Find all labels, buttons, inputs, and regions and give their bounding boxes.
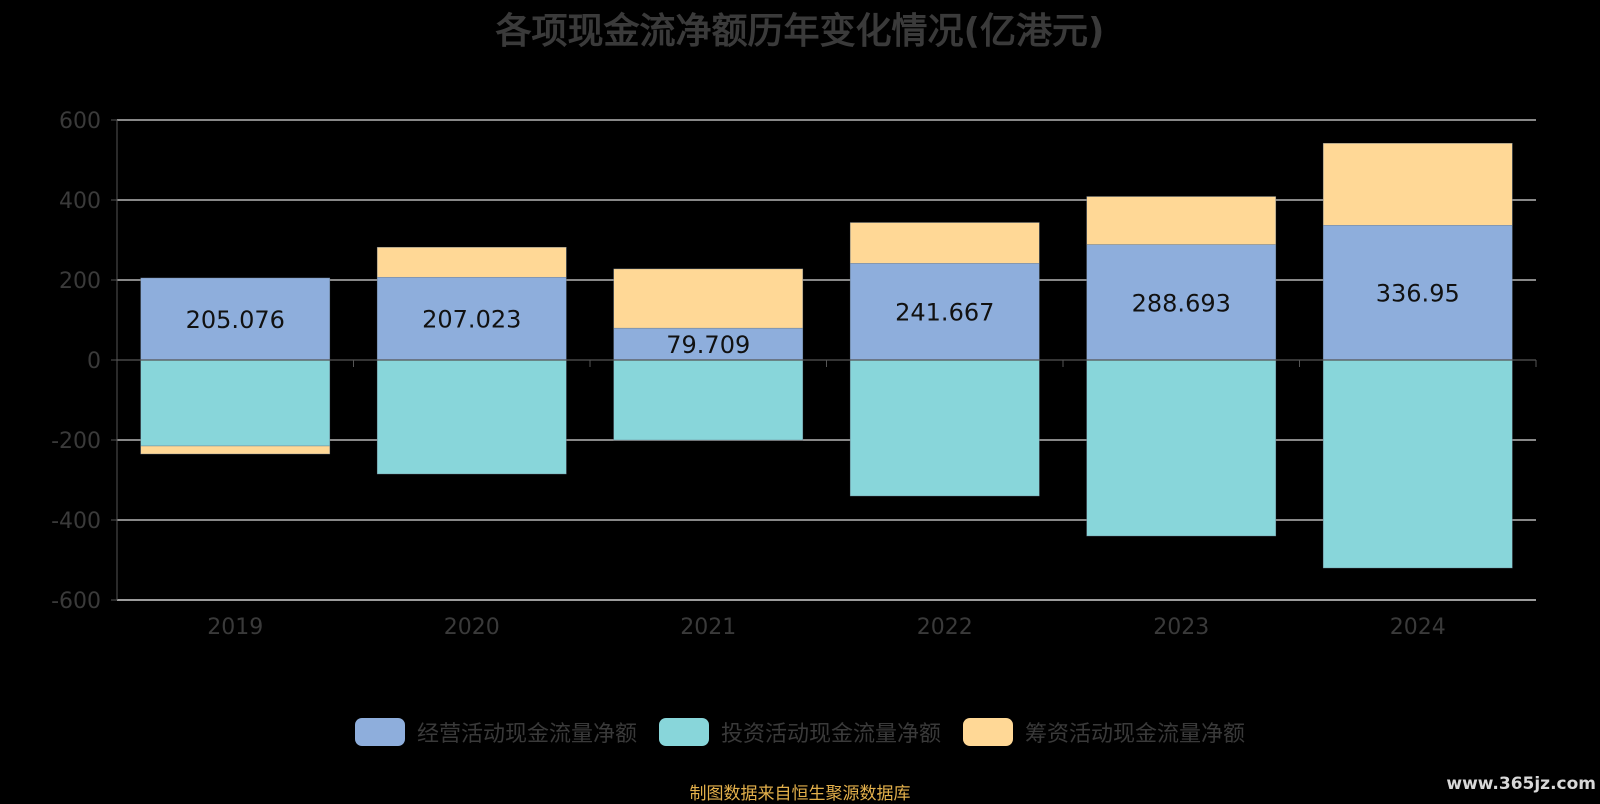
x-tick-label: 2021	[680, 615, 736, 640]
x-tick-label: 2020	[444, 615, 500, 640]
bar-series-2	[376, 359, 567, 475]
y-tick-label: 0	[87, 349, 101, 374]
bar-series-2	[1086, 359, 1277, 537]
x-tick-label: 2019	[207, 615, 263, 640]
y-tick-label: -600	[51, 589, 101, 614]
bars	[140, 143, 1513, 569]
legend-label: 投资活动现金流量净额	[720, 722, 941, 747]
axes: 600 400 200 0 -200 -400 -600 2019 2020 2021 2022 20…	[51, 109, 1446, 640]
bar-series-3	[1086, 196, 1277, 245]
bar-series-2	[849, 359, 1040, 497]
bar-series-1	[613, 327, 804, 361]
data-label: 288.693	[1132, 289, 1231, 317]
legend-item-2: 投资活动现金流量净额	[658, 716, 941, 748]
data-label: 205.076	[186, 306, 285, 334]
bar-series-1	[1322, 225, 1513, 361]
legend-label: 经营活动现金流量净额	[416, 722, 637, 747]
bar-series-2	[140, 359, 331, 447]
x-tick-label: 2022	[917, 615, 973, 640]
legend-item-3: 筹资活动现金流量净额	[963, 716, 1245, 748]
y-tick-label: -200	[51, 429, 101, 454]
data-label: 79.709	[666, 331, 750, 359]
legend-swatch	[658, 718, 709, 746]
legend-item-1: 经营活动现金流量净额	[354, 716, 637, 748]
data-label: 241.667	[895, 299, 994, 327]
data-labels: 205.076 207.023 79.709 241.667 288.693 336.95	[116, 280, 1537, 367]
bar-series-1	[1086, 244, 1277, 361]
x-tick-label: 2023	[1153, 615, 1209, 640]
bar-series-3	[376, 246, 567, 278]
legend-swatch	[963, 718, 1013, 746]
chart-title: 各项现金流净额历年变化情况(亿港元)	[495, 11, 1105, 52]
legend: 经营活动现金流量净额 投资活动现金流量净额 筹资活动现金流量净额	[0, 716, 1600, 748]
legend-swatch	[354, 718, 405, 746]
watermark: www.365jz.com	[1446, 774, 1596, 794]
bar-series-1	[376, 276, 567, 361]
legend-label: 筹资活动现金流量净额	[1025, 722, 1246, 747]
bar-series-1	[140, 277, 331, 361]
y-tick-label: 200	[59, 269, 101, 294]
y-tick-label: -400	[51, 509, 101, 534]
bar-series-3	[613, 268, 804, 329]
y-tick-label: 400	[59, 189, 101, 214]
bar-series-2	[613, 359, 804, 441]
gridlines	[117, 119, 1536, 601]
data-label: 336.95	[1376, 280, 1460, 308]
bar-series-2	[1322, 359, 1513, 569]
source-note: 制图数据来自恒生聚源数据库	[689, 784, 911, 804]
bar-series-3	[849, 222, 1040, 264]
data-label: 207.023	[422, 306, 521, 334]
x-tick-label: 2024	[1390, 615, 1446, 640]
y-tick-label: 600	[59, 109, 101, 134]
bar-series-3	[140, 445, 331, 455]
bar-series-1	[849, 263, 1040, 361]
bar-series-3	[1322, 143, 1513, 226]
